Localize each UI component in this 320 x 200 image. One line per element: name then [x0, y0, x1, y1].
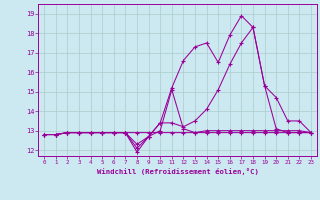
X-axis label: Windchill (Refroidissement éolien,°C): Windchill (Refroidissement éolien,°C) — [97, 168, 259, 175]
